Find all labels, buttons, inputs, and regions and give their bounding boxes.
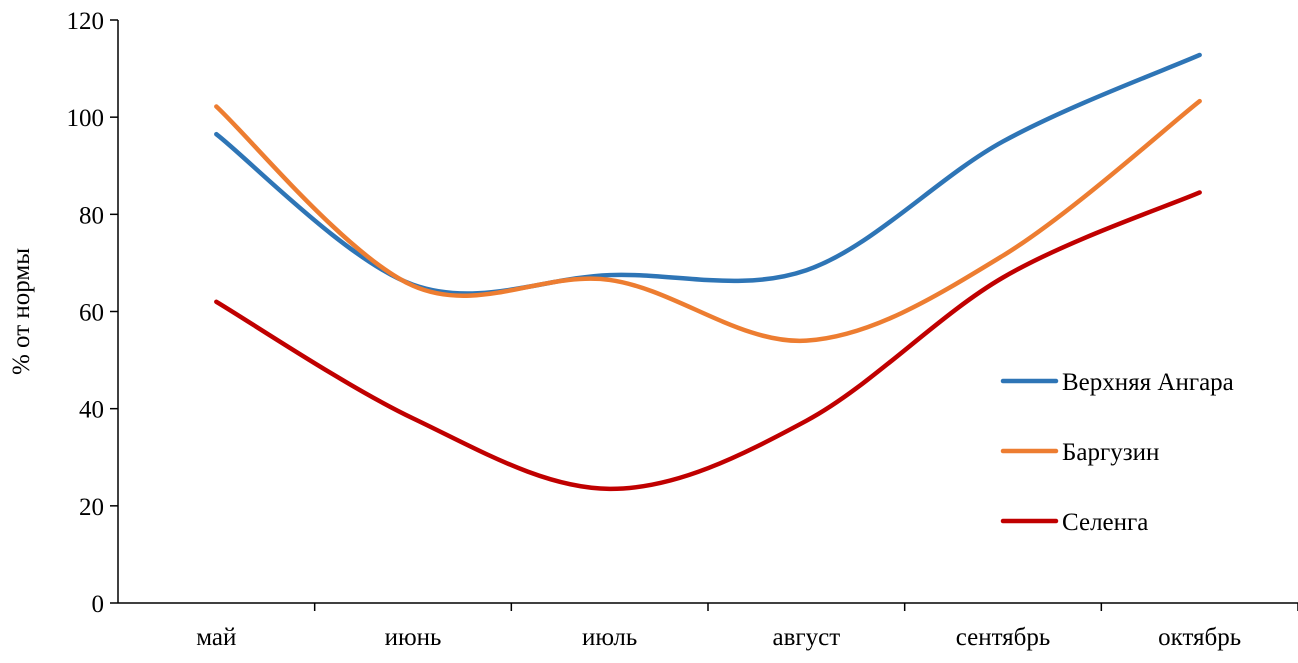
legend-label: Селенга [1062, 509, 1148, 536]
y-tick-label: 60 [79, 300, 104, 327]
y-tick-label: 120 [67, 8, 105, 35]
series-line-2 [214, 98, 1202, 343]
x-tick-label: июнь [385, 624, 442, 651]
x-tick-label: октябрь [1158, 624, 1241, 651]
x-ticks: май июнь июль август сентябрь октябрь [196, 603, 1298, 651]
series-layer [214, 52, 1202, 492]
legend-label: Баргузин [1062, 439, 1159, 466]
legend: Верхняя Ангара Баргузин Селенга [1000, 369, 1234, 536]
y-tick-label: 80 [79, 202, 104, 229]
x-tick-label: август [772, 624, 840, 651]
y-tick-label: 40 [79, 397, 104, 424]
y-tick-label: 100 [67, 105, 105, 132]
series-line-1 [214, 52, 1202, 296]
y-ticks: 0 20 40 60 80 100 120 [67, 8, 118, 618]
legend-label: Верхняя Ангара [1062, 369, 1234, 396]
y-tick-label: 0 [92, 591, 105, 618]
x-tick-label: сентябрь [956, 624, 1051, 651]
x-tick-label: июль [582, 624, 637, 651]
series-line-3 [214, 190, 1202, 492]
y-tick-label: 20 [79, 494, 104, 521]
x-tick-label: май [196, 624, 236, 651]
y-axis-title: % от нормы [8, 248, 35, 375]
